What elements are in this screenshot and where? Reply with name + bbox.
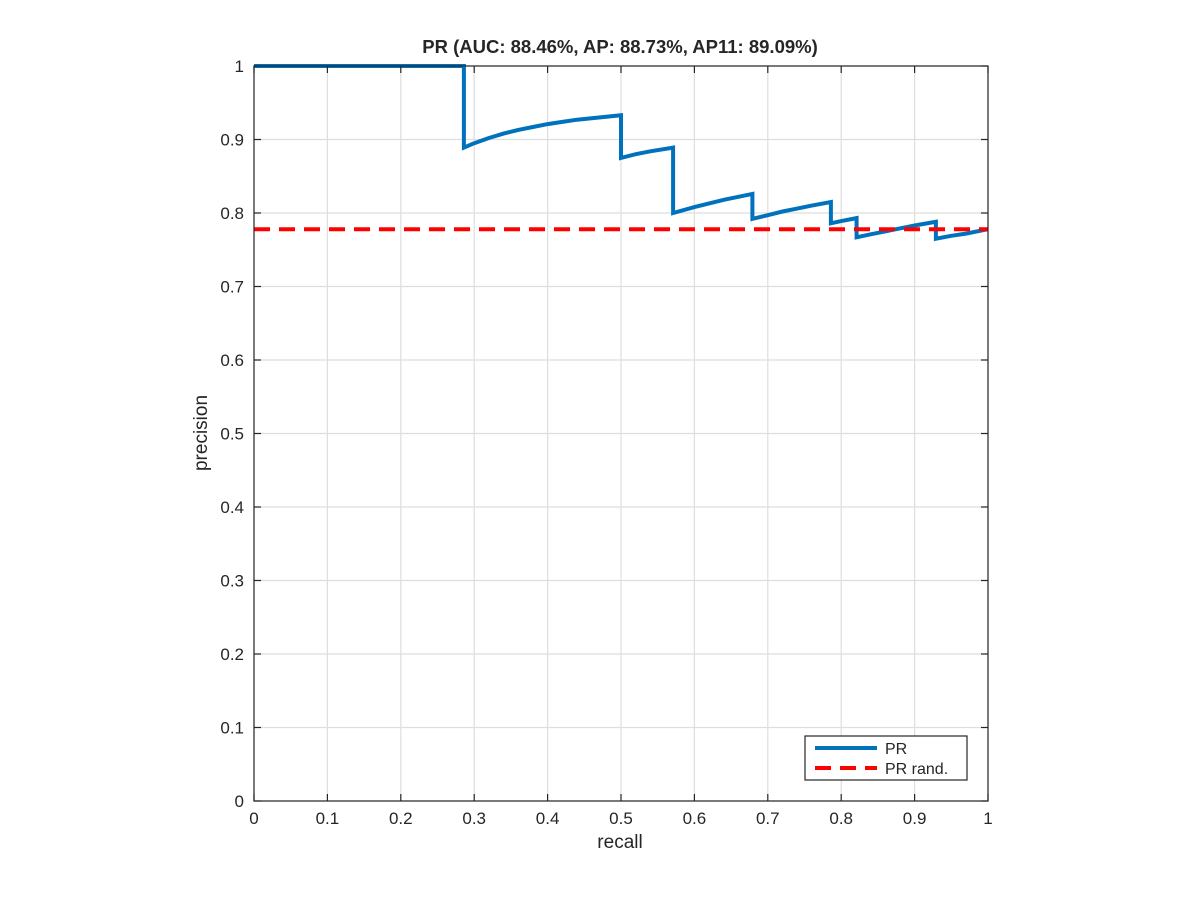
x-tick-label: 0.2 [389,809,413,828]
y-tick-label: 0.8 [220,204,244,223]
y-tick-label: 0.4 [220,498,244,517]
x-tick-label: 0.5 [609,809,633,828]
chart-title: PR (AUC: 88.46%, AP: 88.73%, AP11: 89.09… [422,36,818,57]
y-tick-label: 0.1 [220,719,244,738]
y-tick-label: 0.5 [220,425,244,444]
legend-label: PR [885,741,907,758]
x-tick-label: 1 [983,809,992,828]
legend: PR PR rand. [804,735,968,781]
x-tick-label: 0.9 [903,809,927,828]
y-axis-label: precision [191,395,212,471]
x-tick-label: 0 [249,809,258,828]
y-tick-label: 0.9 [220,131,244,150]
y-tick-label: 0.6 [220,351,244,370]
x-tick-label: 0.1 [316,809,340,828]
series-line-pr [254,64,989,242]
y-tick-label: 0.3 [220,572,244,591]
series-group [254,64,989,242]
y-tick-label: 0.2 [220,645,244,664]
x-tick-label: 0.8 [829,809,853,828]
x-axis-label: recall [597,832,642,853]
x-tick-label: 0.6 [683,809,707,828]
y-tick-label: 0 [235,792,244,811]
y-tick-label: 0.7 [220,278,244,297]
legend-label: PR rand. [885,761,948,778]
ticks: 0 0.1 0.2 0.3 0.4 0.5 0.6 0.7 0.8 0.9 1 0 0.1 0.2 0.3 0… [220,57,992,828]
x-tick-label: 0.7 [756,809,780,828]
legend-box [804,735,968,781]
x-tick-label: 0.3 [462,809,486,828]
x-tick-label: 0.4 [536,809,560,828]
y-tick-label: 1 [235,57,244,76]
